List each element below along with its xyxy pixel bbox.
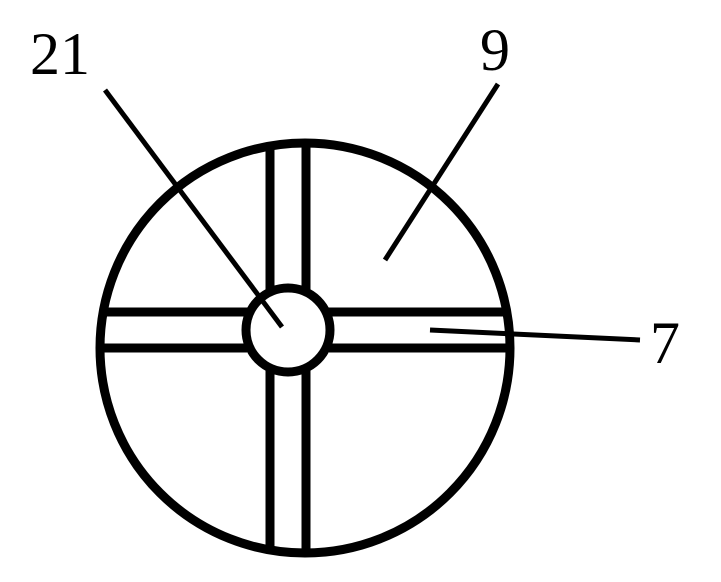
diagram-root: 21 9 7 (0, 0, 721, 582)
label-21: 21 (30, 21, 90, 87)
leader-7 (430, 330, 640, 340)
label-7: 7 (650, 310, 680, 376)
leader-21 (105, 90, 282, 327)
inner-circle (246, 288, 330, 372)
label-9: 9 (480, 17, 510, 83)
